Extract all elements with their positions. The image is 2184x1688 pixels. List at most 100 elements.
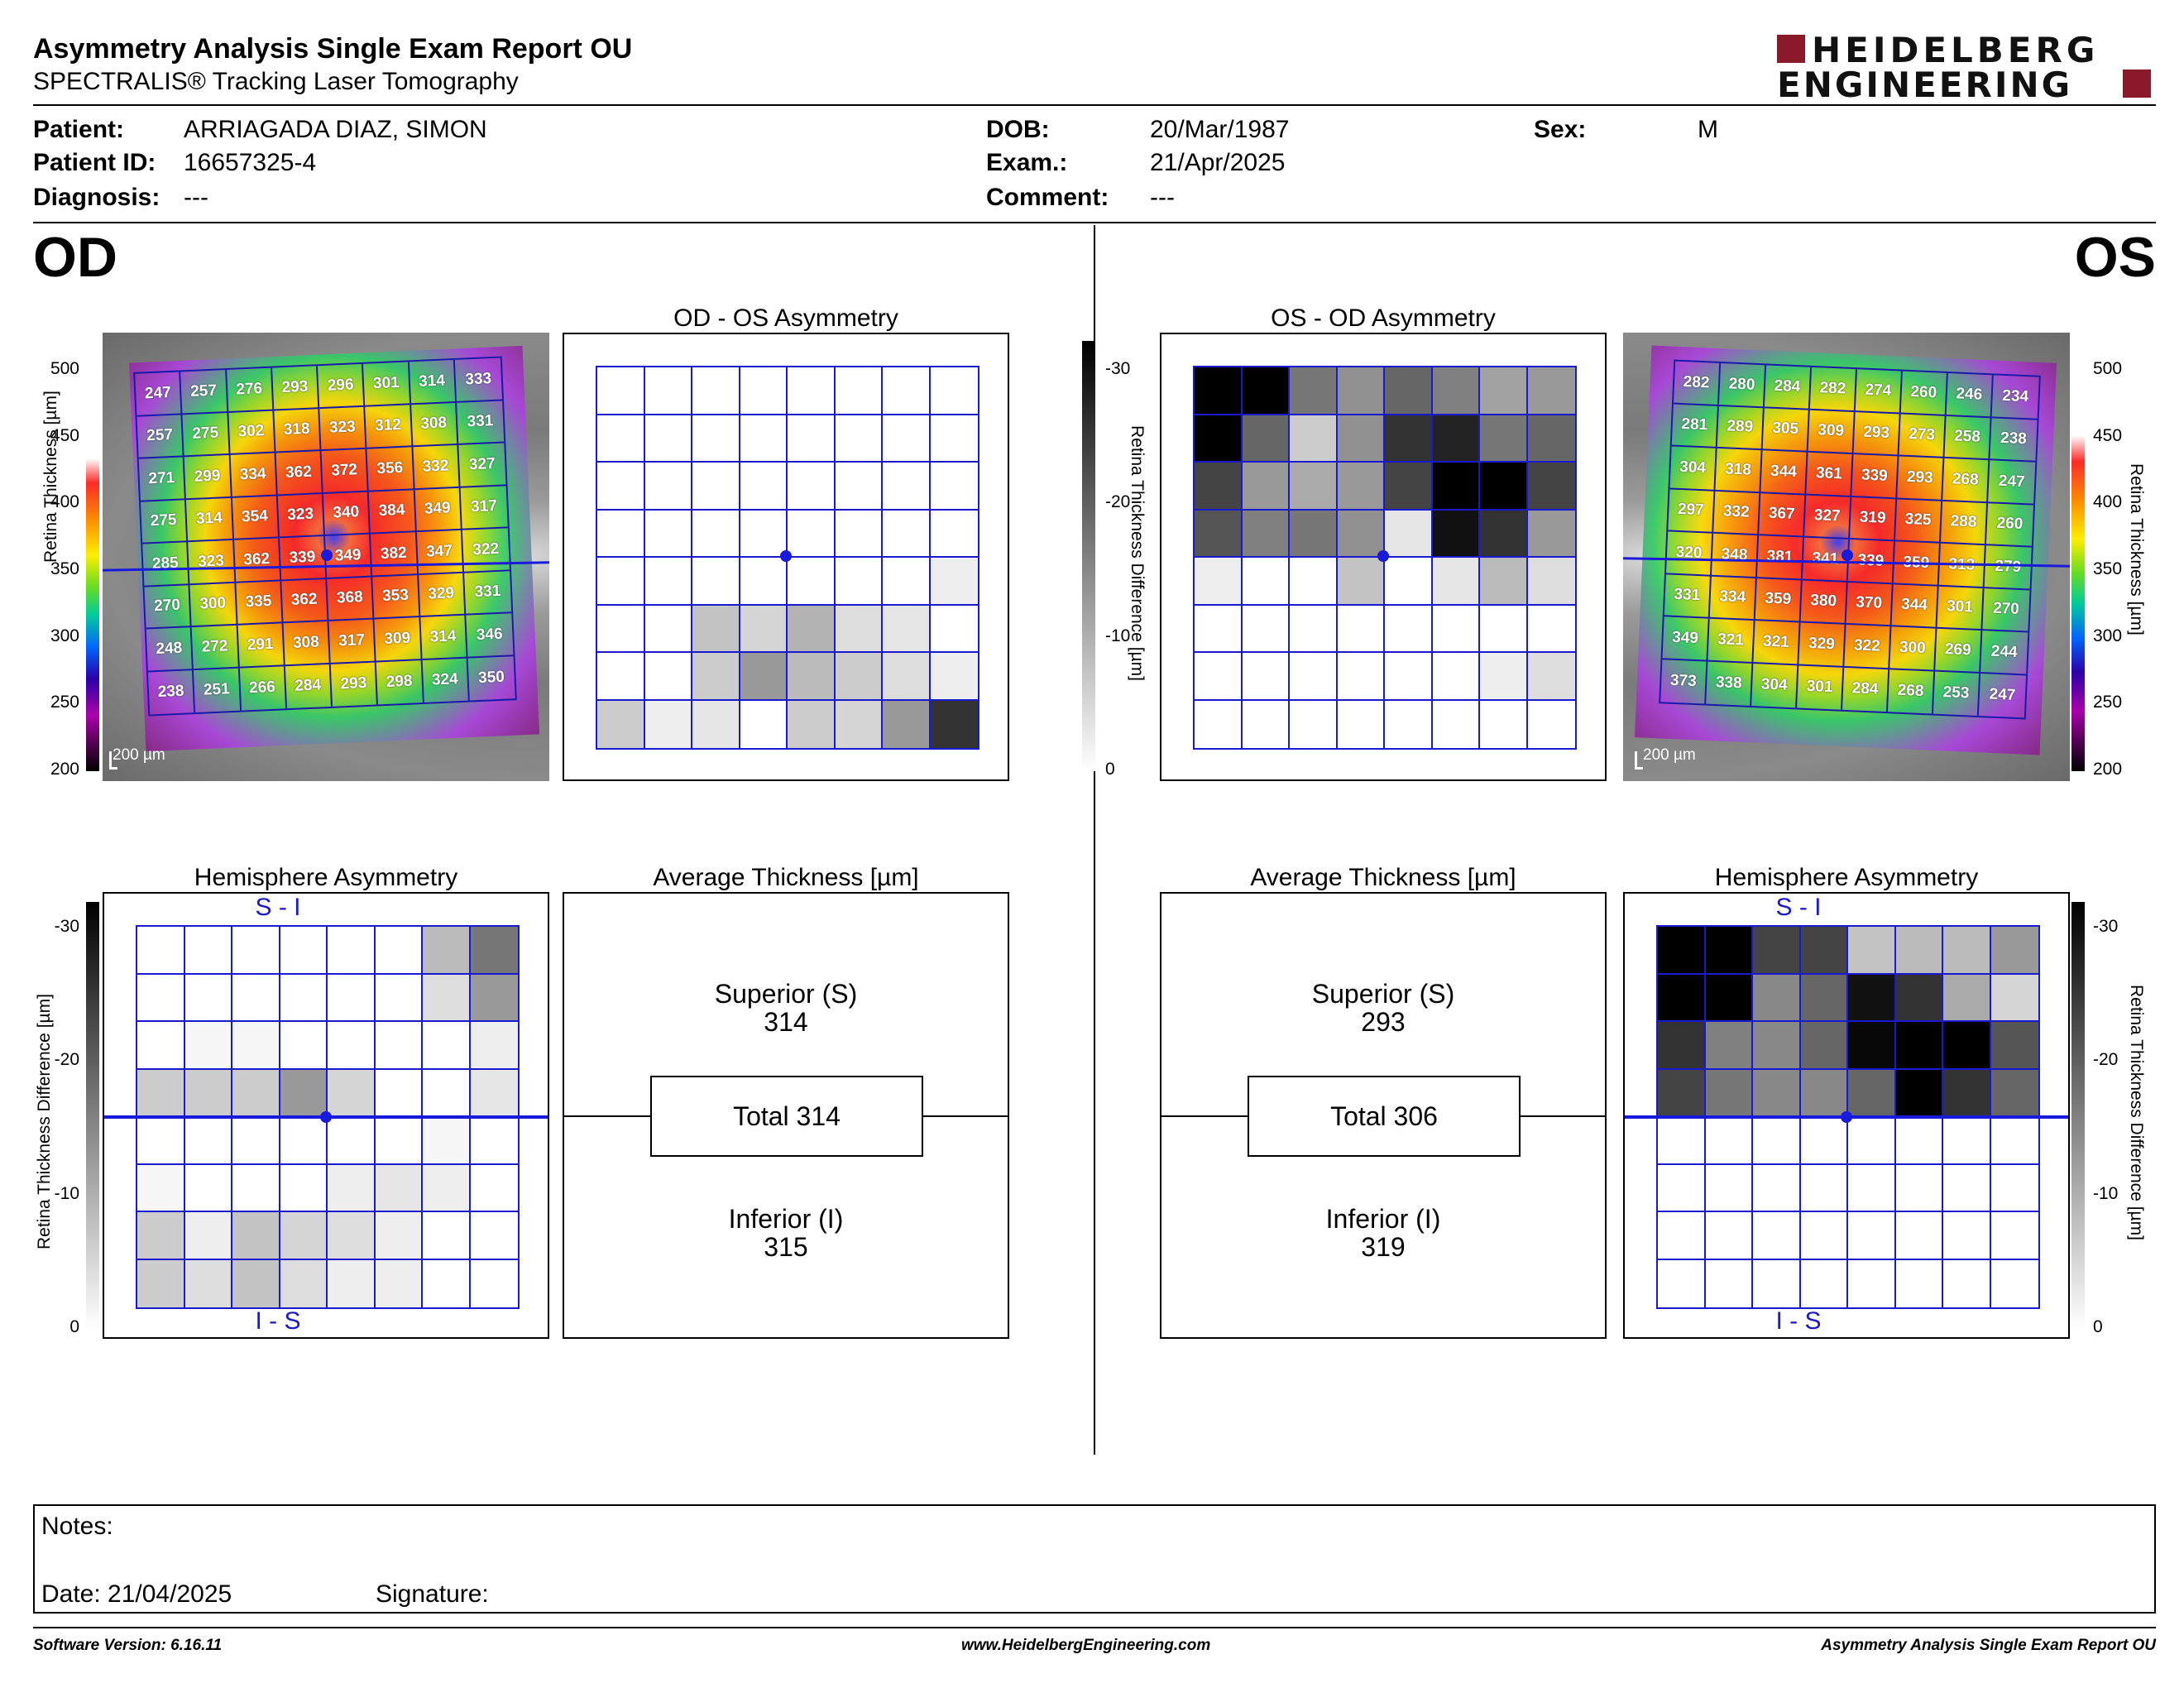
od-hemisphere-cell: [470, 1164, 518, 1212]
os-hemisphere-cell: [1990, 1069, 2038, 1117]
comment-value: ---: [1150, 184, 1175, 211]
os-asymmetry-cell: [1527, 415, 1575, 463]
od-hemisphere-cell: [137, 1259, 185, 1307]
os-asymmetry-cell: [1480, 700, 1528, 748]
od-thickness-cell: 350: [477, 668, 505, 688]
os-hemisphere-cell: [1848, 1259, 1896, 1307]
od-hemisphere-cell: [184, 1022, 232, 1070]
od-hemisphere-cell: [470, 974, 518, 1022]
os-asymmetry-cell: [1290, 415, 1338, 463]
os-thickness-cell: 284: [1842, 667, 1890, 712]
od-thickness-cell: 353: [372, 574, 420, 620]
os-asymmetry-cell: [1195, 510, 1243, 558]
os-hemisphere-cell: [1658, 1022, 1706, 1070]
od-thickness-cell: 332: [412, 444, 461, 490]
heidelberg-logo: HEIDELBERG ENGINEERING: [1777, 30, 2158, 105]
od-superior-value: 314: [764, 1007, 808, 1037]
od-asymmetry-cell: [692, 653, 740, 701]
od-asymmetry-cell: [692, 463, 740, 511]
od-hemisphere-cell: [423, 1164, 471, 1212]
od-asymmetry-cell: [740, 367, 788, 415]
od-thickness-cell: 356: [366, 447, 415, 492]
os-asymmetry-cell: [1527, 510, 1575, 558]
od-hemisphere-cell: [423, 1212, 471, 1260]
od-hemisphere-cell: [470, 1259, 518, 1307]
os-thickness-cell: 332: [1713, 491, 1761, 536]
od-hemi-axis-label: Retina Thickness Difference [µm]: [35, 994, 54, 1249]
os-fovea-marker: [1842, 549, 1853, 561]
od-thickness-cell: 296: [318, 363, 366, 409]
os-asymmetry-cell: [1195, 367, 1243, 415]
os-hemi-diff-tick-label: -30: [2093, 917, 2119, 936]
od-thickness-cell: 271: [138, 457, 187, 502]
os-thickness-cell: 297: [1668, 488, 1716, 534]
od-thickness-cell: 309: [374, 617, 423, 662]
os-thickness-cell: 234: [1991, 375, 2039, 420]
os-thickness-cell: 373: [1660, 659, 1708, 704]
os-hemisphere-cell: [1943, 1117, 1991, 1165]
od-hemisphere-cell: [137, 1117, 185, 1165]
os-hemisphere-cell: [1848, 1022, 1896, 1070]
os-asymmetry-cell: [1290, 510, 1338, 558]
od-thickness-cell: 329: [418, 573, 467, 618]
od-asymmetry-cell: [692, 415, 740, 463]
os-asymmetry-cell: [1480, 463, 1528, 511]
os-thickness-cell: 289: [1717, 405, 1765, 451]
os-hemisphere-panel: S - I I - S: [1623, 892, 2070, 1339]
os-hemisphere-cell: [1848, 974, 1896, 1022]
od-hemi-top-label: S - I: [255, 894, 301, 921]
os-hemisphere-cell: [1705, 1259, 1753, 1307]
od-asymmetry-cell: [835, 367, 883, 415]
od-asymmetry-cell: [692, 700, 740, 748]
software-version: Software Version: 6.16.11: [33, 1637, 223, 1654]
os-asymmetry-cell: [1432, 558, 1480, 606]
website-link[interactable]: www.HeidelbergEngineering.com: [961, 1637, 1211, 1654]
os-asymmetry-cell: [1337, 700, 1385, 748]
os-superior-value: 293: [1361, 1007, 1406, 1037]
od-hemisphere-cell: [470, 1117, 518, 1165]
os-thickness-tick-label: 500: [2093, 359, 2123, 378]
od-thickness-cell: 300: [189, 583, 238, 628]
od-asymmetry-cell: [597, 558, 645, 606]
od-hemisphere-cell: [232, 1212, 280, 1260]
os-hemisphere-cell: [1943, 974, 1991, 1022]
os-hemisphere-cell: [1990, 927, 2038, 975]
od-thickness-cell: 293: [271, 366, 320, 411]
od-thickness-cell: 354: [232, 495, 280, 540]
od-hemisphere-cell: [232, 927, 280, 975]
od-asymmetry-cell: [692, 558, 740, 606]
os-thickness-cell: 331: [1664, 573, 1712, 619]
od-hemisphere-cell: [423, 974, 471, 1022]
od-thickness-cell: 238: [147, 669, 196, 715]
os-hemi-diff-tick-label: 0: [2093, 1317, 2103, 1336]
od-hemisphere-cell: [184, 1212, 232, 1260]
od-hemisphere-cell: [375, 1259, 423, 1307]
od-hemisphere-cell: [232, 1117, 280, 1165]
od-hemisphere-cell: [280, 1259, 328, 1307]
od-thickness-cell: 275: [140, 499, 189, 544]
od-hemisphere-cell: [328, 927, 376, 975]
os-thickness-cell: 260: [1900, 371, 1948, 416]
os-asymmetry-cell: [1242, 463, 1290, 511]
od-thickness-cell: 291: [237, 623, 285, 669]
diagnosis-label: Diagnosis:: [33, 184, 160, 211]
os-hemisphere-cell: [1753, 1164, 1801, 1212]
od-average-panel: Superior (S) 314 Total 314 Inferior (I) …: [563, 892, 1009, 1339]
od-asymmetry-cell: [740, 700, 788, 748]
od-asymmetry-cell: [835, 415, 883, 463]
os-thickness-cell: 381: [1756, 535, 1805, 581]
logo-line-2: ENGINEERING: [1777, 65, 2073, 105]
os-hemisphere-cell: [1895, 1259, 1943, 1307]
os-thickness-cell: 247: [1988, 460, 2036, 506]
os-hemisphere-cell: [1895, 1069, 1943, 1117]
os-thickness-tick-label: 300: [2093, 626, 2123, 645]
sex-label: Sex:: [1534, 116, 1587, 143]
od-hemi-diff-colorbar: [86, 902, 99, 1329]
os-hemisphere-cell: [1753, 1117, 1801, 1165]
os-asymmetry-cell: [1290, 367, 1338, 415]
od-asymmetry-cell: [835, 463, 883, 511]
od-hemi-bottom-label: I - S: [255, 1307, 301, 1335]
od-thickness-cell: 314: [409, 359, 457, 405]
od-asymmetry-cell: [788, 415, 836, 463]
notes-box[interactable]: Notes: Date: 21/04/2025 Signature:: [33, 1504, 2156, 1614]
